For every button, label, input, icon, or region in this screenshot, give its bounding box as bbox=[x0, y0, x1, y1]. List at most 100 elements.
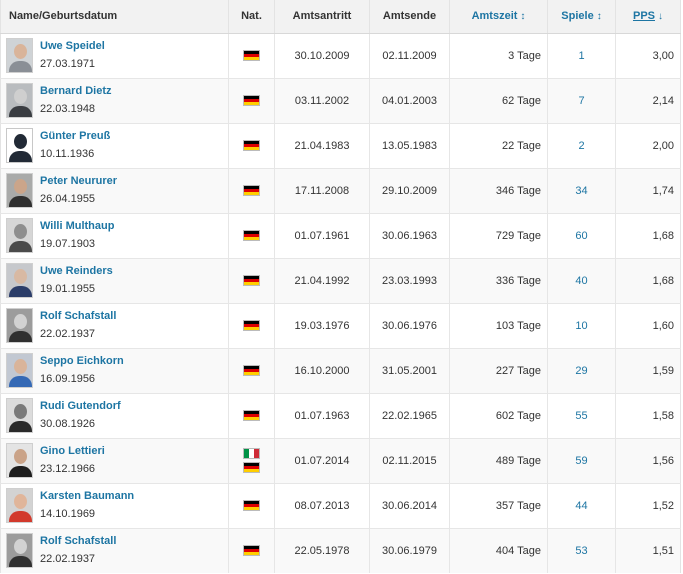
tenure-value: 404 Tage bbox=[449, 527, 548, 573]
nationality-cell bbox=[228, 167, 275, 213]
coach-cell: Karsten Baumann 14.10.1969 bbox=[0, 482, 229, 528]
birth-date: 14.10.1969 bbox=[40, 508, 96, 520]
flag-germany-icon bbox=[243, 50, 260, 62]
coach-name-link[interactable]: Rolf Schafstall bbox=[40, 310, 117, 322]
start-date: 19.03.1976 bbox=[274, 302, 370, 348]
coach-cell: Gino Lettieri 23.12.1966 bbox=[0, 437, 229, 483]
birth-date: 19.07.1903 bbox=[40, 238, 96, 250]
nationality-cell bbox=[228, 482, 275, 528]
flag-germany-icon bbox=[243, 140, 260, 152]
games-link[interactable]: 40 bbox=[575, 274, 588, 287]
birth-date: 10.11.1936 bbox=[40, 148, 95, 160]
games-link[interactable]: 55 bbox=[575, 409, 588, 422]
birth-date: 19.01.1955 bbox=[40, 283, 96, 295]
start-date: 03.11.2002 bbox=[274, 77, 370, 123]
flag-germany-icon bbox=[243, 185, 260, 197]
birth-date: 27.03.1971 bbox=[40, 58, 96, 70]
sort-both-icon: ↕ bbox=[520, 11, 526, 23]
avatar[interactable] bbox=[6, 173, 33, 208]
nationality-cell bbox=[228, 257, 275, 303]
avatar[interactable] bbox=[6, 353, 33, 388]
tenure-value: 489 Tage bbox=[449, 437, 548, 483]
coach-cell: Seppo Eichkorn 16.09.1956 bbox=[0, 347, 229, 393]
coach-name-link[interactable]: Gino Lettieri bbox=[40, 445, 105, 457]
games-link[interactable]: 7 bbox=[578, 94, 585, 107]
birth-date: 22.02.1937 bbox=[40, 328, 96, 340]
coach-name-link[interactable]: Uwe Speidel bbox=[40, 40, 105, 52]
tenure-value: 62 Tage bbox=[449, 77, 548, 123]
avatar[interactable] bbox=[6, 263, 33, 298]
table-row: Peter Neururer 26.04.1955 17.11.2008 29.… bbox=[0, 167, 681, 213]
nationality-cell bbox=[228, 122, 275, 168]
sort-tenure-button[interactable]: Amtszeit ↕ bbox=[449, 0, 548, 34]
end-date: 23.03.1993 bbox=[369, 257, 450, 303]
coach-name-link[interactable]: Seppo Eichkorn bbox=[40, 355, 124, 367]
games-link[interactable]: 2 bbox=[578, 139, 585, 152]
flag-italy-icon bbox=[243, 448, 260, 459]
table-row: Rolf Schafstall 22.02.1937 22.05.1978 30… bbox=[0, 527, 681, 573]
birth-date: 26.04.1955 bbox=[40, 193, 96, 205]
tenure-value: 336 Tage bbox=[449, 257, 548, 303]
end-date: 30.06.1963 bbox=[369, 212, 450, 258]
games-link[interactable]: 10 bbox=[575, 319, 588, 332]
start-date: 21.04.1992 bbox=[274, 257, 370, 303]
avatar[interactable] bbox=[6, 83, 33, 118]
flag-germany-icon bbox=[243, 500, 260, 512]
birth-date: 23.12.1966 bbox=[40, 463, 96, 475]
start-date: 17.11.2008 bbox=[274, 167, 370, 213]
coach-cell: Willi Multhaup 19.07.1903 bbox=[0, 212, 229, 258]
coach-name-link[interactable]: Bernard Dietz bbox=[40, 85, 112, 97]
tenure-value: 346 Tage bbox=[449, 167, 548, 213]
avatar[interactable] bbox=[6, 398, 33, 433]
flag-germany-icon bbox=[243, 545, 260, 557]
tenure-value: 729 Tage bbox=[449, 212, 548, 258]
avatar[interactable] bbox=[6, 308, 33, 343]
games-link[interactable]: 34 bbox=[575, 184, 588, 197]
coach-name-link[interactable]: Peter Neururer bbox=[40, 175, 118, 187]
coach-name-link[interactable]: Rudi Gutendorf bbox=[40, 400, 121, 412]
avatar[interactable] bbox=[6, 218, 33, 253]
games-link[interactable]: 59 bbox=[575, 454, 588, 467]
sort-both-icon: ↕ bbox=[596, 11, 602, 23]
col-end-header: Amtsende bbox=[369, 0, 450, 34]
avatar[interactable] bbox=[6, 533, 33, 569]
avatar[interactable] bbox=[6, 488, 33, 523]
avatar[interactable] bbox=[6, 443, 33, 478]
pps-value: 2,00 bbox=[615, 122, 681, 168]
coach-cell: Rolf Schafstall 22.02.1937 bbox=[0, 527, 229, 573]
avatar[interactable] bbox=[6, 38, 33, 73]
nationality-cell bbox=[228, 347, 275, 393]
coach-cell: Peter Neururer 26.04.1955 bbox=[0, 167, 229, 213]
birth-date: 22.03.1948 bbox=[40, 103, 96, 115]
pps-value: 1,52 bbox=[615, 482, 681, 528]
sort-games-button[interactable]: Spiele ↕ bbox=[547, 0, 616, 34]
coach-name-link[interactable]: Günter Preuß bbox=[40, 130, 111, 142]
end-date: 30.06.2014 bbox=[369, 482, 450, 528]
coach-name-link[interactable]: Rolf Schafstall bbox=[40, 535, 117, 548]
coach-cell: Uwe Speidel 27.03.1971 bbox=[0, 32, 229, 78]
end-date: 31.05.2001 bbox=[369, 347, 450, 393]
games-link[interactable]: 60 bbox=[575, 229, 588, 242]
start-date: 01.07.2014 bbox=[274, 437, 370, 483]
start-date: 01.07.1961 bbox=[274, 212, 370, 258]
coach-cell: Bernard Dietz 22.03.1948 bbox=[0, 77, 229, 123]
table-row: Karsten Baumann 14.10.1969 08.07.2013 30… bbox=[0, 482, 681, 528]
tenure-value: 3 Tage bbox=[449, 32, 548, 78]
header-row: Name/Geburtsdatum Nat. Amtsantritt Amtse… bbox=[0, 0, 681, 34]
coach-name-link[interactable]: Uwe Reinders bbox=[40, 265, 113, 277]
games-link[interactable]: 1 bbox=[578, 49, 585, 62]
avatar-placeholder-icon[interactable] bbox=[6, 128, 33, 163]
table-row: Gino Lettieri 23.12.1966 01.07.2014 02.1… bbox=[0, 437, 681, 483]
sort-down-icon: ↓ bbox=[658, 11, 663, 23]
games-link[interactable]: 53 bbox=[575, 544, 588, 557]
table-row: Uwe Speidel 27.03.1971 30.10.2009 02.11.… bbox=[0, 32, 681, 78]
coach-name-link[interactable]: Willi Multhaup bbox=[40, 220, 115, 232]
pps-value: 1,68 bbox=[615, 257, 681, 303]
coach-name-link[interactable]: Karsten Baumann bbox=[40, 490, 135, 502]
games-link[interactable]: 44 bbox=[575, 499, 588, 512]
sort-pps-button[interactable]: PPS ↓ bbox=[615, 0, 681, 34]
end-date: 02.11.2015 bbox=[369, 437, 450, 483]
flag-germany-icon bbox=[243, 365, 260, 377]
games-link[interactable]: 29 bbox=[575, 364, 588, 377]
